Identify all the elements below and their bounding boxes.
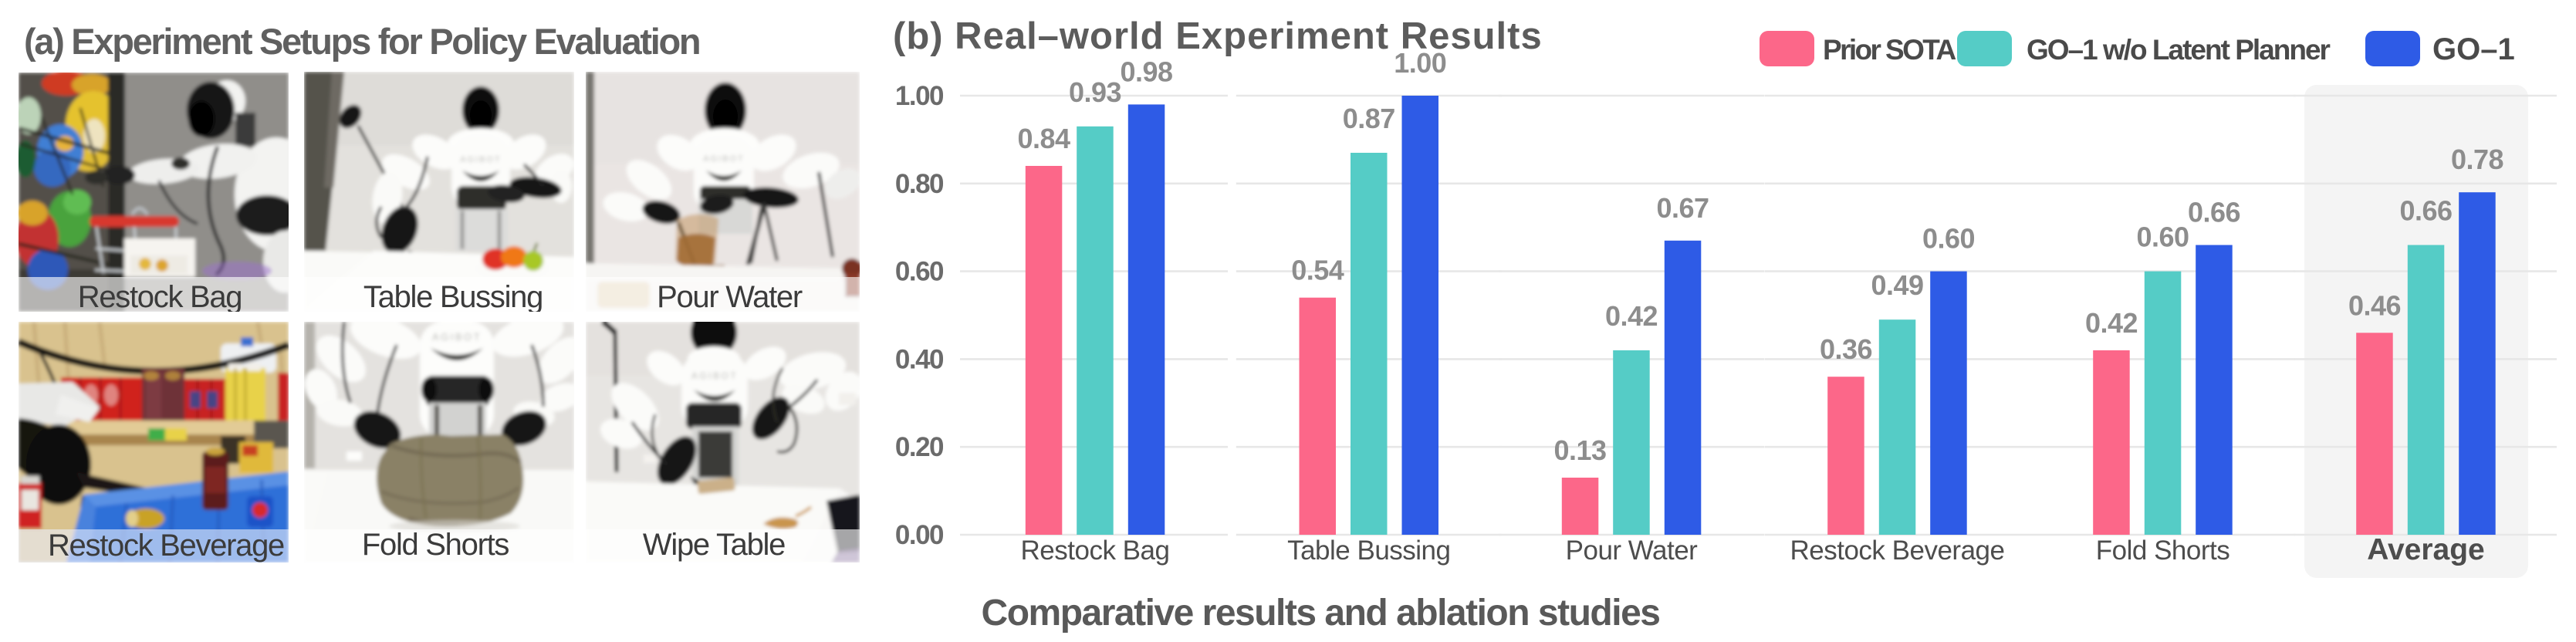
svg-text:(b) Real–world Experiment Resu: (b) Real–world Experiment Results <box>893 15 1543 57</box>
svg-text:GO–1: GO–1 <box>2432 32 2515 66</box>
svg-text:0.54: 0.54 <box>1291 255 1344 286</box>
svg-text:(a) Experiment Setups for Poli: (a) Experiment Setups for Policy Evaluat… <box>24 21 699 62</box>
svg-text:0.46: 0.46 <box>2348 289 2401 321</box>
svg-text:Average: Average <box>2367 533 2484 566</box>
svg-text:0.87: 0.87 <box>1343 103 1395 134</box>
svg-text:Wipe Table: Wipe Table <box>643 528 785 562</box>
svg-text:0.60: 0.60 <box>1922 223 1975 255</box>
svg-text:Restock Bag: Restock Bag <box>1021 536 1170 566</box>
svg-text:Table Bussing: Table Bussing <box>363 280 543 312</box>
svg-text:0.84: 0.84 <box>1017 123 1070 154</box>
svg-text:0.00: 0.00 <box>895 520 944 550</box>
svg-text:Pour Water: Pour Water <box>1566 536 1699 566</box>
svg-text:Restock Beverage: Restock Beverage <box>1790 536 2005 566</box>
svg-text:0.20: 0.20 <box>895 432 944 462</box>
svg-text:0.36: 0.36 <box>1820 333 1872 365</box>
svg-text:Comparative results and ablati: Comparative results and ablation studies <box>982 593 1660 634</box>
svg-text:0.66: 0.66 <box>2399 195 2452 227</box>
svg-text:Restock Bag: Restock Bag <box>78 280 242 312</box>
svg-text:0.98: 0.98 <box>1120 56 1172 87</box>
svg-text:AGIBOT: AGIBOT <box>691 370 738 381</box>
svg-text:0.67: 0.67 <box>1656 192 1709 224</box>
svg-text:Restock Beverage: Restock Beverage <box>48 529 284 563</box>
svg-text:0.78: 0.78 <box>2451 144 2503 175</box>
svg-text:GO–1 w/o Latent Planner: GO–1 w/o Latent Planner <box>2027 34 2331 66</box>
svg-text:0.93: 0.93 <box>1069 76 1121 108</box>
svg-text:Prior SOTA: Prior SOTA <box>1823 34 1956 66</box>
svg-text:0.60: 0.60 <box>895 257 944 287</box>
svg-text:0.42: 0.42 <box>1605 300 1658 332</box>
svg-text:0.60: 0.60 <box>2136 221 2189 253</box>
svg-text:AGIBOT: AGIBOT <box>432 331 482 343</box>
svg-text:Fold Shorts: Fold Shorts <box>2096 536 2229 566</box>
svg-text:AGIBOT: AGIBOT <box>703 154 745 164</box>
svg-text:Table Bussing: Table Bussing <box>1287 536 1450 566</box>
svg-text:0.66: 0.66 <box>2188 197 2240 228</box>
svg-text:Pour Water: Pour Water <box>657 280 803 312</box>
svg-text:AGIBOT: AGIBOT <box>460 155 502 164</box>
svg-text:0.42: 0.42 <box>2085 307 2138 339</box>
svg-text:1.00: 1.00 <box>895 81 944 111</box>
svg-text:0.80: 0.80 <box>895 169 944 199</box>
svg-text:1.00: 1.00 <box>1394 47 1446 79</box>
svg-text:0.49: 0.49 <box>1871 269 1923 301</box>
svg-text:0.13: 0.13 <box>1553 434 1606 466</box>
svg-text:Fold Shorts: Fold Shorts <box>362 528 509 562</box>
svg-text:0.40: 0.40 <box>895 344 944 374</box>
